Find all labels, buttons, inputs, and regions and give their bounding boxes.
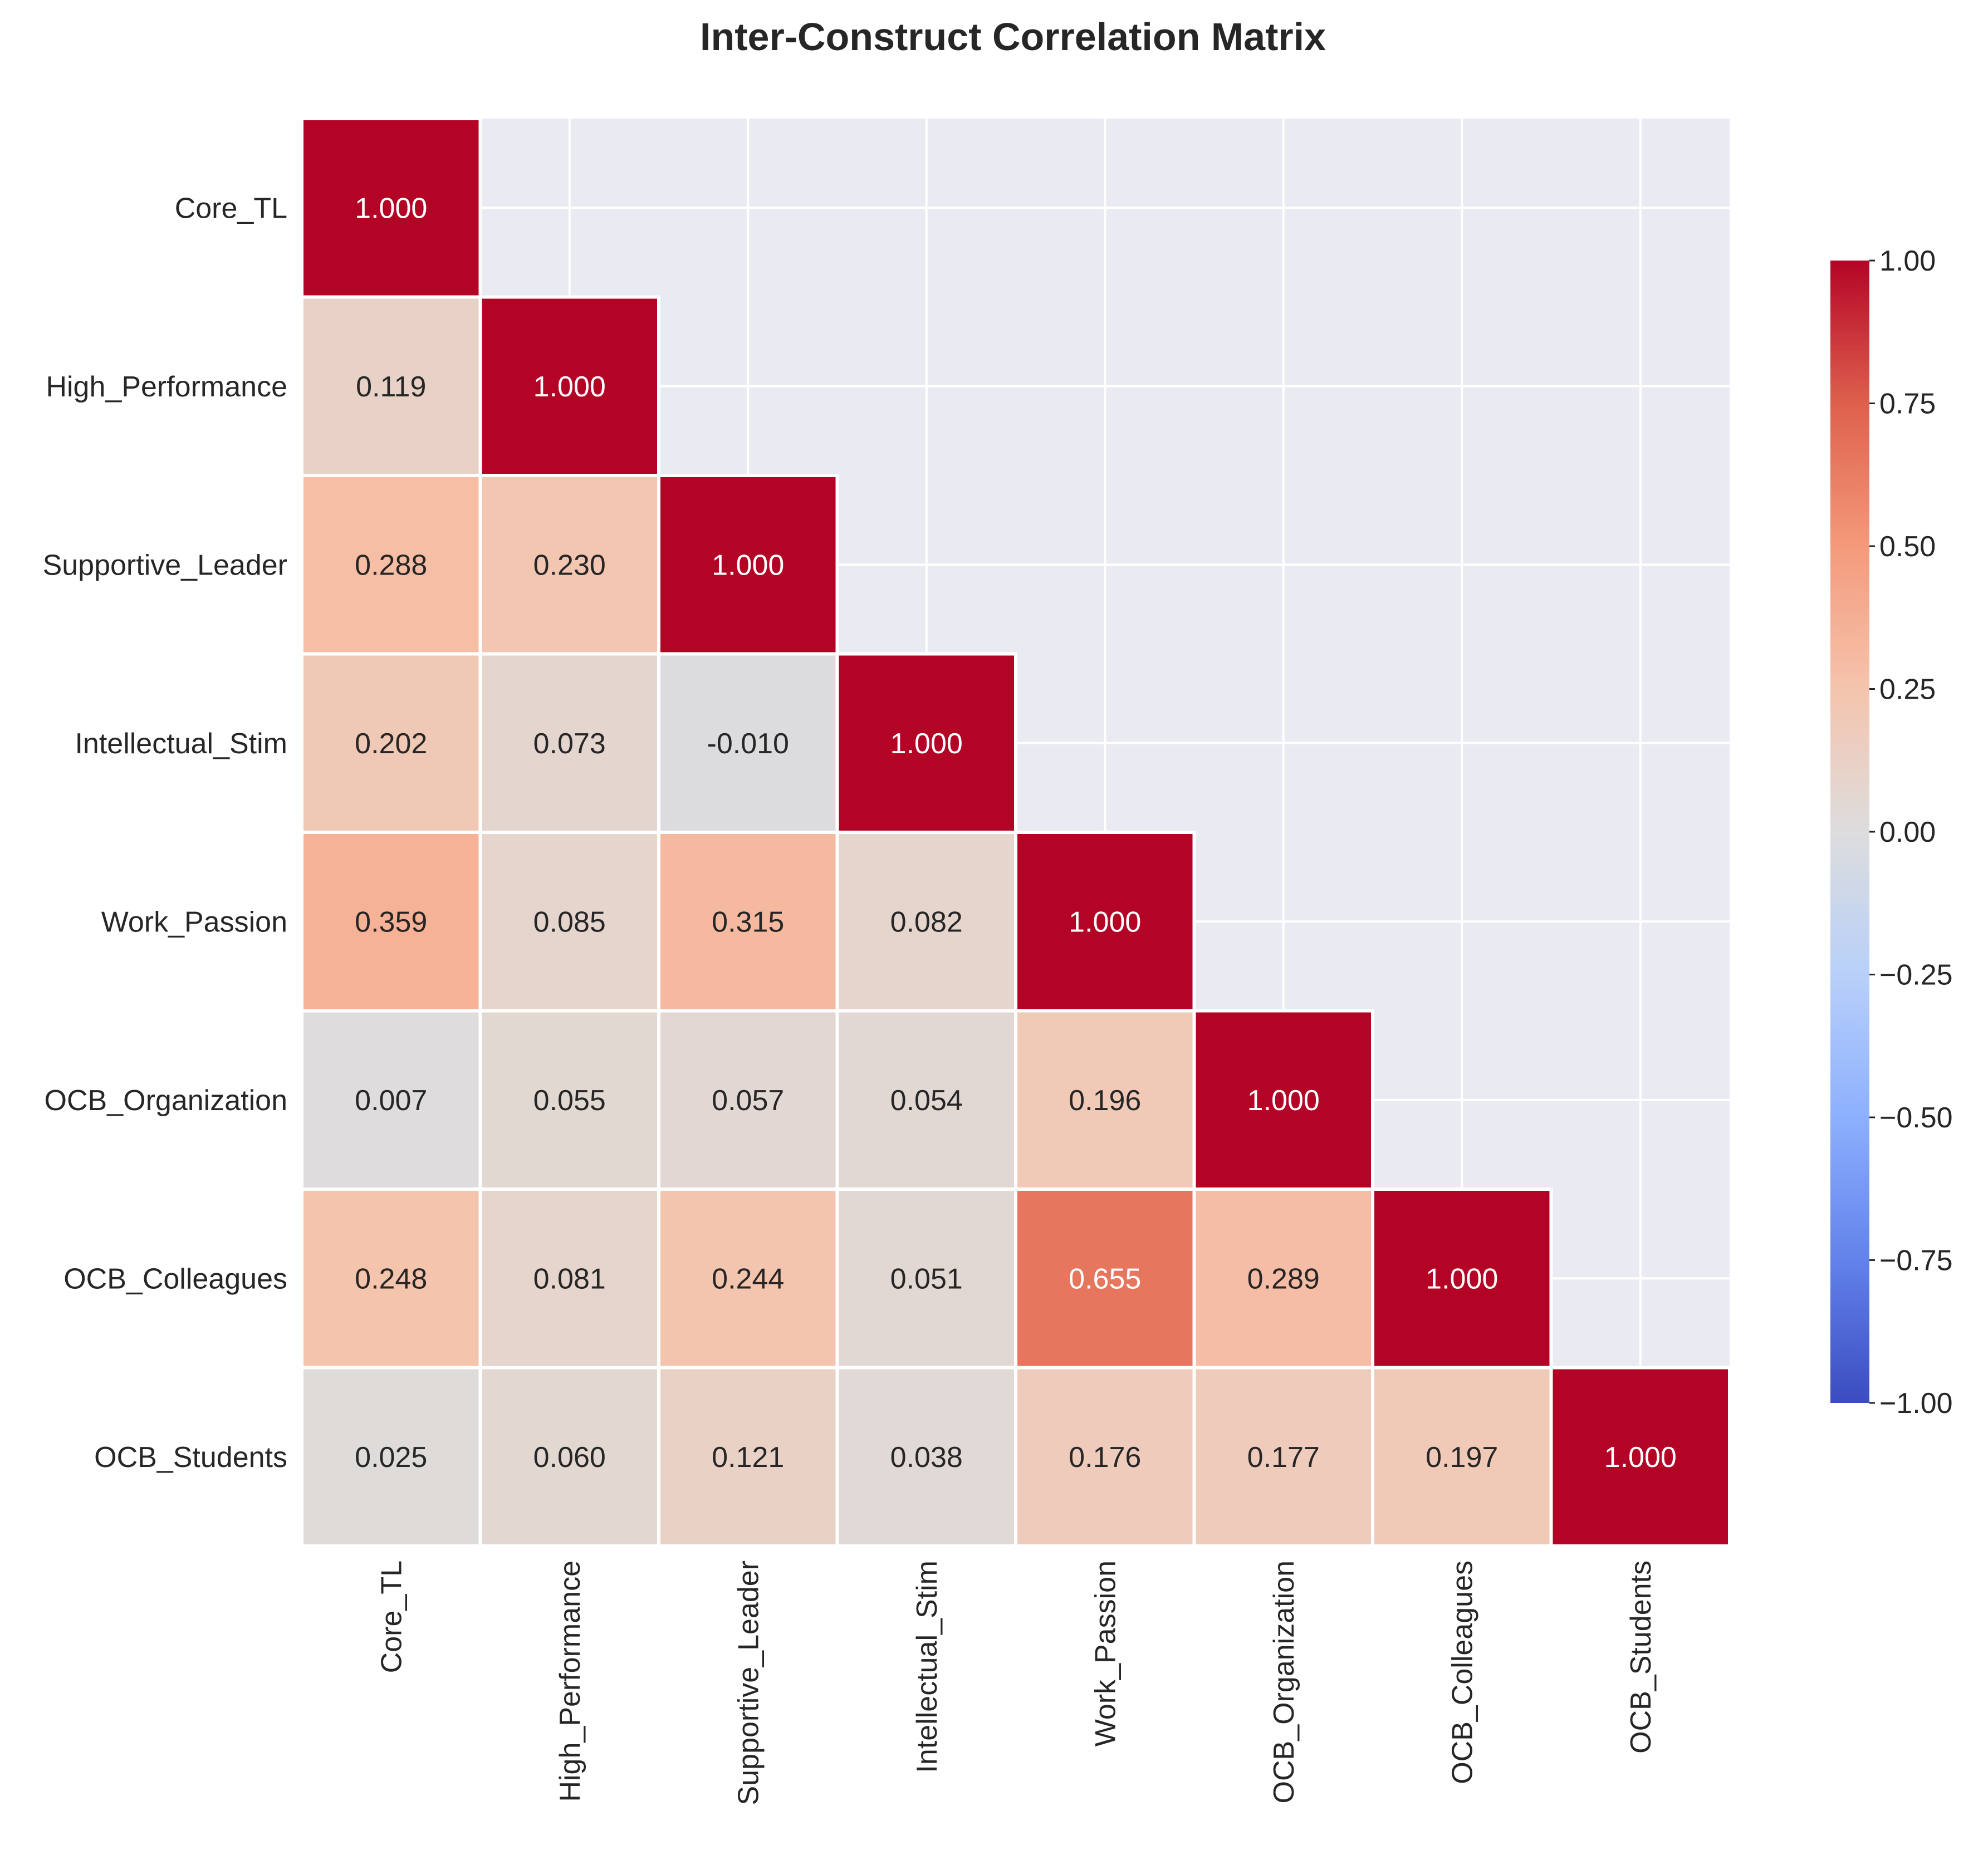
cell-value-label: 0.197 [1426,1441,1498,1474]
cell-value-label: 1.000 [890,728,963,760]
heatmap-cell [478,295,660,477]
cell-value-label: 0.230 [533,549,606,581]
heatmap-cell [1192,1366,1374,1548]
colorbar-tick-label: −1.00 [1879,1387,1953,1420]
chart-title: Inter-Construct Correlation Matrix [700,15,1326,58]
cell-value-label: 1.000 [1247,1085,1320,1117]
heatmap-cell [300,831,482,1013]
heatmap-cell [835,831,1017,1013]
x-tick-label: Intellectual_Stim [911,1561,943,1773]
cell-value-label: 0.081 [533,1263,606,1295]
cell-value-label: 0.038 [890,1441,963,1474]
y-tick-label: OCB_Students [94,1441,287,1474]
cell-value-label: 0.248 [355,1263,427,1295]
heatmap-cell [1192,1009,1374,1191]
cell-value-label: 1.000 [1426,1263,1498,1295]
colorbar-bar [1830,261,1869,1403]
cell-value-label: 1.000 [712,549,784,581]
heatmap-cell [300,1366,482,1548]
cell-value-label: 0.055 [533,1085,606,1117]
cell-value-label: 0.082 [890,906,963,938]
cell-value-label: 0.244 [712,1263,784,1295]
colorbar-tick-label: 0.00 [1879,816,1936,848]
heatmap-cell [835,1366,1017,1548]
heatmap-cell [1371,1366,1553,1548]
cell-value-label: 1.000 [355,192,427,224]
colorbar-tick-label: 0.50 [1879,531,1936,563]
cell-value-label: 0.176 [1069,1441,1141,1474]
colorbar: 1.00 0.75 0.50 0.25 0.00 −0.25 −0.50 −0.75 −1.00 [1830,245,1953,1420]
heatmap-cell [300,117,482,299]
y-tick-label: OCB_Organization [45,1085,287,1117]
cell-value-label: 0.288 [355,549,427,581]
x-tick-label: Supportive_Leader [732,1561,765,1805]
y-tick-label: OCB_Colleagues [63,1263,287,1295]
x-tick-label: Work_Passion [1089,1561,1122,1746]
x-tick-label: OCB_Colleagues [1446,1561,1478,1784]
cell-value-label: 1.000 [1069,906,1141,938]
colorbar-tick-label: 0.75 [1879,388,1936,420]
heatmap-cell [657,1009,839,1191]
heatmap-cell [1014,831,1196,1013]
cell-value-label: 0.054 [890,1085,963,1117]
heatmap-cell [835,652,1017,834]
cell-value-label: 0.359 [355,906,427,938]
cell-value-label: 0.007 [355,1085,427,1117]
x-tick-label: OCB_Students [1625,1561,1657,1754]
heatmap-cell [478,1187,660,1370]
y-tick-label: Intellectual_Stim [75,728,287,760]
heatmap-cell [478,1366,660,1548]
cell-value-label: 0.051 [890,1263,963,1295]
cell-value-label: 0.315 [712,906,784,938]
heatmap-plot: 1.000 0.119 1.000 0.288 0.230 1.000 0.202 0.073… [43,117,1731,1805]
heatmap-cell [1371,1187,1553,1370]
heatmap-cell [478,474,660,656]
cell-value-label: 0.119 [356,371,426,403]
y-tick-label: Supportive_Leader [43,549,287,581]
heatmap-cell [1014,1009,1196,1191]
cell-value-label: -0.010 [707,728,789,760]
cell-value-label: 0.025 [355,1441,427,1474]
heatmap-cell [835,1187,1017,1370]
x-tick-label: High_Performance [554,1561,586,1802]
colorbar-tick-label: −0.25 [1879,959,1953,992]
cell-value-label: 0.202 [355,728,427,760]
cell-value-label: 0.655 [1069,1263,1141,1295]
cell-value-label: 0.177 [1247,1441,1320,1474]
y-tick-label: Work_Passion [101,906,287,938]
heatmap-cell [300,474,482,656]
cell-value-label: 1.000 [533,371,606,403]
colorbar-tick-label: 0.25 [1879,674,1936,706]
heatmap-cell [300,652,482,834]
cell-value-label: 0.073 [533,728,606,760]
x-tick-label: OCB_Organization [1268,1561,1300,1803]
heatmap-cell [657,652,839,834]
heatmap-cell [1549,1366,1731,1548]
cell-value-label: 0.289 [1247,1263,1320,1295]
cell-value-label: 0.121 [712,1441,784,1474]
y-tick-label: High_Performance [46,371,287,403]
cell-value-label: 1.000 [1604,1441,1677,1474]
colorbar-tick-label: −0.75 [1879,1245,1953,1277]
colorbar-tick-label: −0.50 [1879,1102,1953,1134]
y-tick-label: Core_TL [175,192,287,224]
heatmap-cell [300,295,482,477]
x-tick-label: Core_TL [375,1561,408,1673]
heatmap-cell [478,652,660,834]
cell-value-label: 0.085 [533,906,606,938]
heatmap-cell [657,1187,839,1370]
cell-value-label: 0.060 [533,1441,606,1474]
cell-value-label: 0.057 [712,1085,784,1117]
cell-value-label: 0.196 [1069,1085,1141,1117]
heatmap-cell [1192,1187,1374,1370]
heatmap-cell [1014,1366,1196,1548]
colorbar-tick-label: 1.00 [1879,245,1936,277]
